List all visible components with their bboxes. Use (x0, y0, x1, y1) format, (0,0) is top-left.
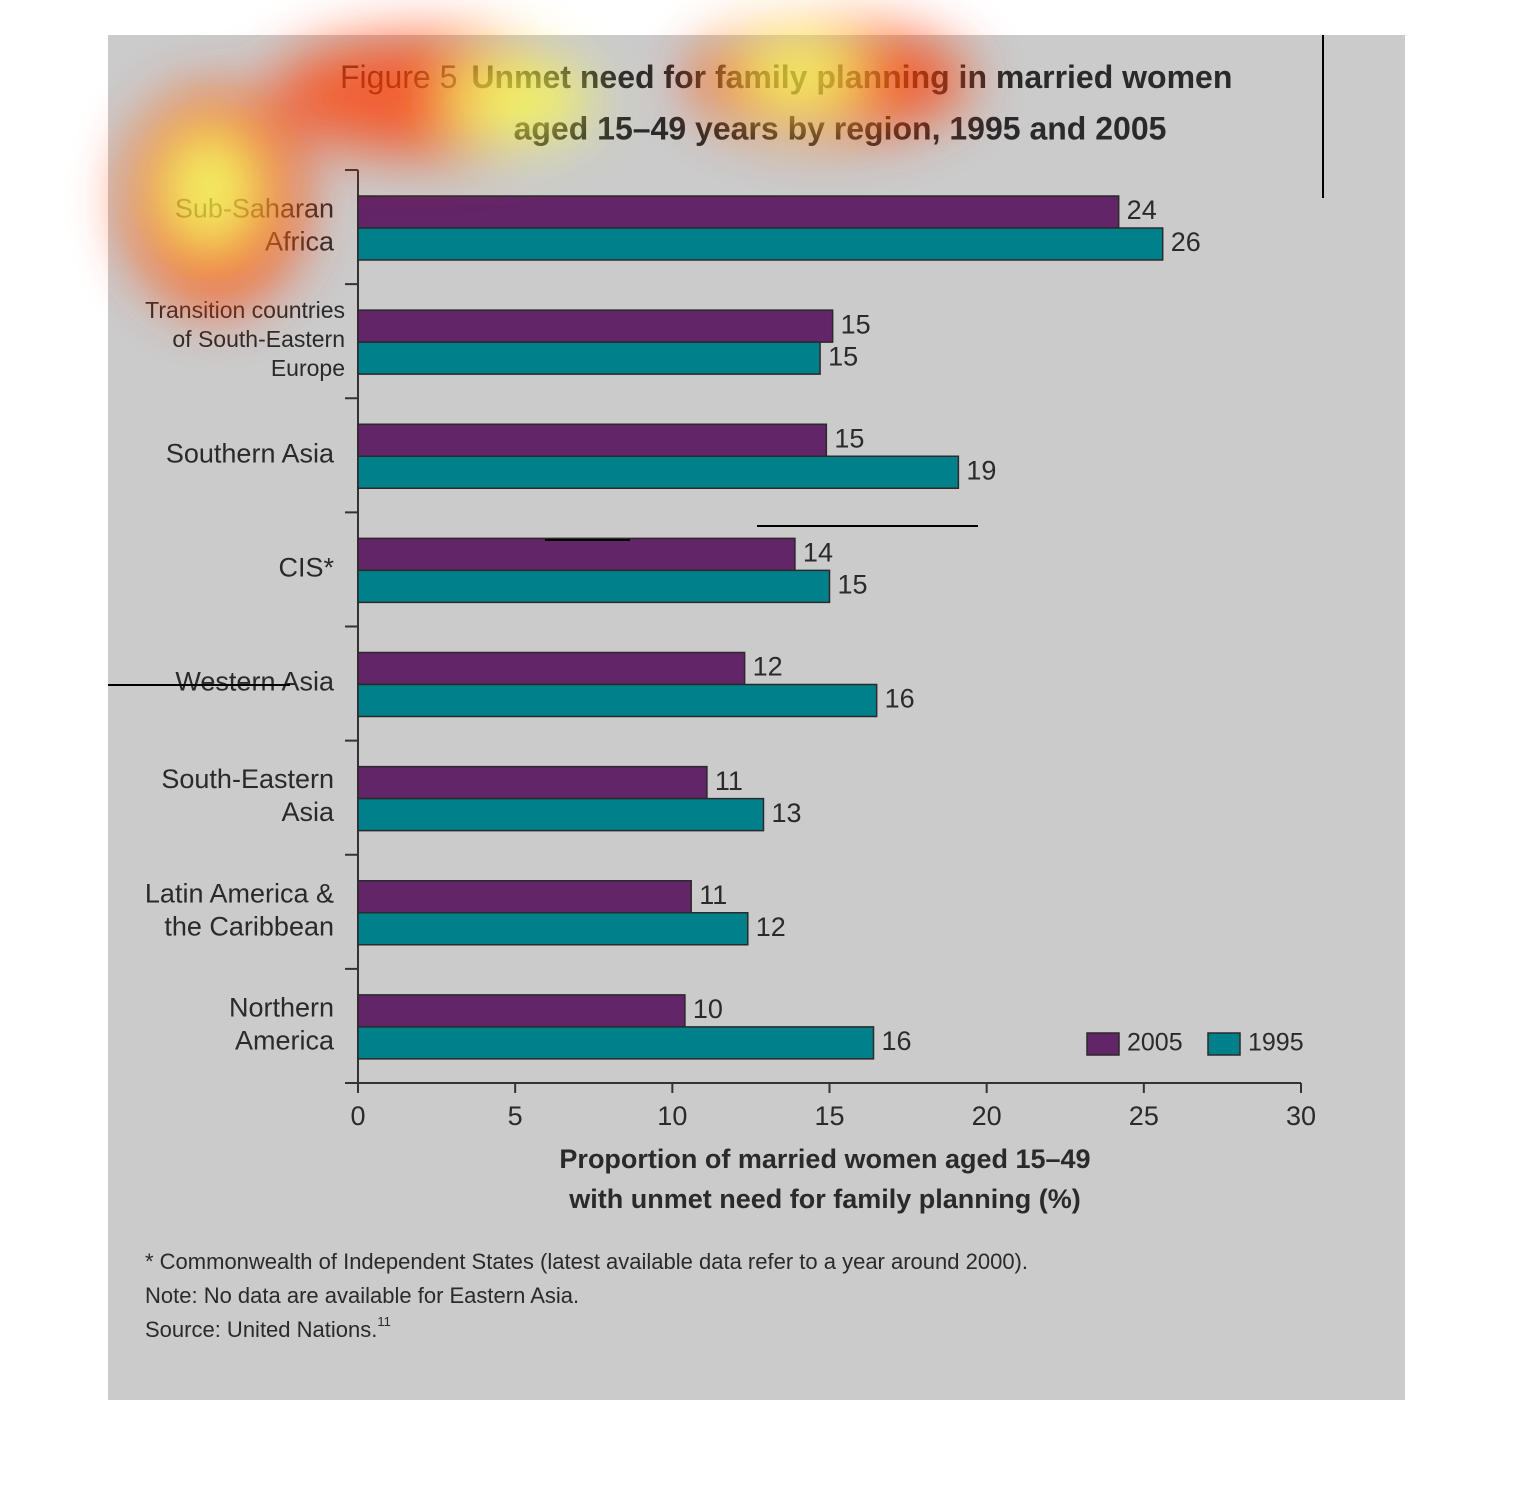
x-tick-label: 5 (508, 1101, 523, 1131)
plot-area: Figure 5Unmet need for family planning i… (145, 59, 1316, 1341)
data-label: 14 (803, 538, 833, 568)
data-label: 24 (1127, 195, 1157, 225)
label-line: the Caribbean (164, 911, 334, 941)
bar (357, 912, 749, 946)
data-label: 15 (834, 423, 864, 453)
data-label: 15 (841, 309, 871, 339)
x-axis-label: with unmet need for family planning (%) (568, 1184, 1081, 1214)
x-tick-label: 15 (814, 1101, 844, 1131)
label-line: CIS* (278, 553, 334, 583)
data-label: 12 (753, 652, 783, 682)
data-label: 10 (693, 994, 723, 1024)
label-line: Southern Asia (166, 438, 335, 468)
source-text: Source: United Nations. (145, 1317, 377, 1342)
label-line: Europe (271, 355, 345, 381)
label-line: Asia (281, 797, 335, 827)
data-label: 16 (882, 1026, 912, 1056)
legend-swatch (1207, 1032, 1241, 1056)
x-tick-label: 10 (657, 1101, 687, 1131)
y-tick-label: Latin America & the Caribbean (145, 878, 334, 941)
bar (357, 195, 1120, 229)
y-tick-label: Northern America (229, 993, 335, 1056)
bar (357, 994, 686, 1028)
bar (357, 537, 796, 572)
bar (357, 227, 1164, 261)
bar (357, 341, 821, 375)
bar (357, 309, 834, 343)
y-tick-label: Southern Asia (166, 438, 335, 468)
data-label: 19 (966, 455, 996, 485)
source-ref: 11 (377, 1314, 391, 1329)
label-line: America (235, 1026, 335, 1056)
x-tick-label: 25 (1129, 1101, 1159, 1131)
y-tick-label: Western Asia (175, 667, 335, 697)
bar (357, 765, 708, 800)
x-tick-label: 0 (350, 1101, 365, 1131)
label-line: Latin America & (145, 878, 334, 908)
data-label: 11 (699, 880, 727, 910)
legend-label: 2005 (1127, 1029, 1183, 1057)
background (108, 35, 1405, 1400)
label-line: South-Eastern (161, 764, 334, 794)
label-line: of South-Eastern (172, 326, 345, 352)
data-label: 15 (838, 570, 868, 600)
data-label: 16 (885, 684, 915, 714)
bar (357, 423, 828, 457)
source: Source: United Nations.11 (145, 1314, 391, 1341)
y-tick-label: South-Eastern Asia (161, 764, 335, 827)
label-line: Northern (229, 993, 334, 1023)
data-label: 26 (1171, 227, 1201, 257)
legend-swatch (1086, 1032, 1120, 1056)
footnote: Note: No data are available for Eastern … (145, 1283, 579, 1308)
x-axis-label: Proportion of married women aged 15–49 (559, 1144, 1090, 1174)
bar (357, 1026, 875, 1060)
heatmap-overlay (125, 25, 970, 310)
data-label: 12 (756, 912, 786, 942)
bar (357, 683, 878, 718)
footnote: * Commonwealth of Independent States (la… (145, 1249, 1028, 1274)
data-label: 11 (715, 766, 743, 796)
y-tick-label: CIS* (278, 553, 334, 583)
bar (357, 651, 746, 686)
legend-label: 1995 (1248, 1029, 1304, 1057)
bar (357, 569, 831, 604)
label-line: Western Asia (175, 667, 335, 697)
bar (357, 880, 692, 914)
bar (357, 455, 960, 489)
bar (357, 797, 765, 832)
x-tick-label: 20 (972, 1101, 1002, 1131)
data-label: 15 (828, 341, 858, 371)
x-tick-label: 30 (1286, 1101, 1316, 1131)
data-label: 13 (771, 798, 801, 828)
